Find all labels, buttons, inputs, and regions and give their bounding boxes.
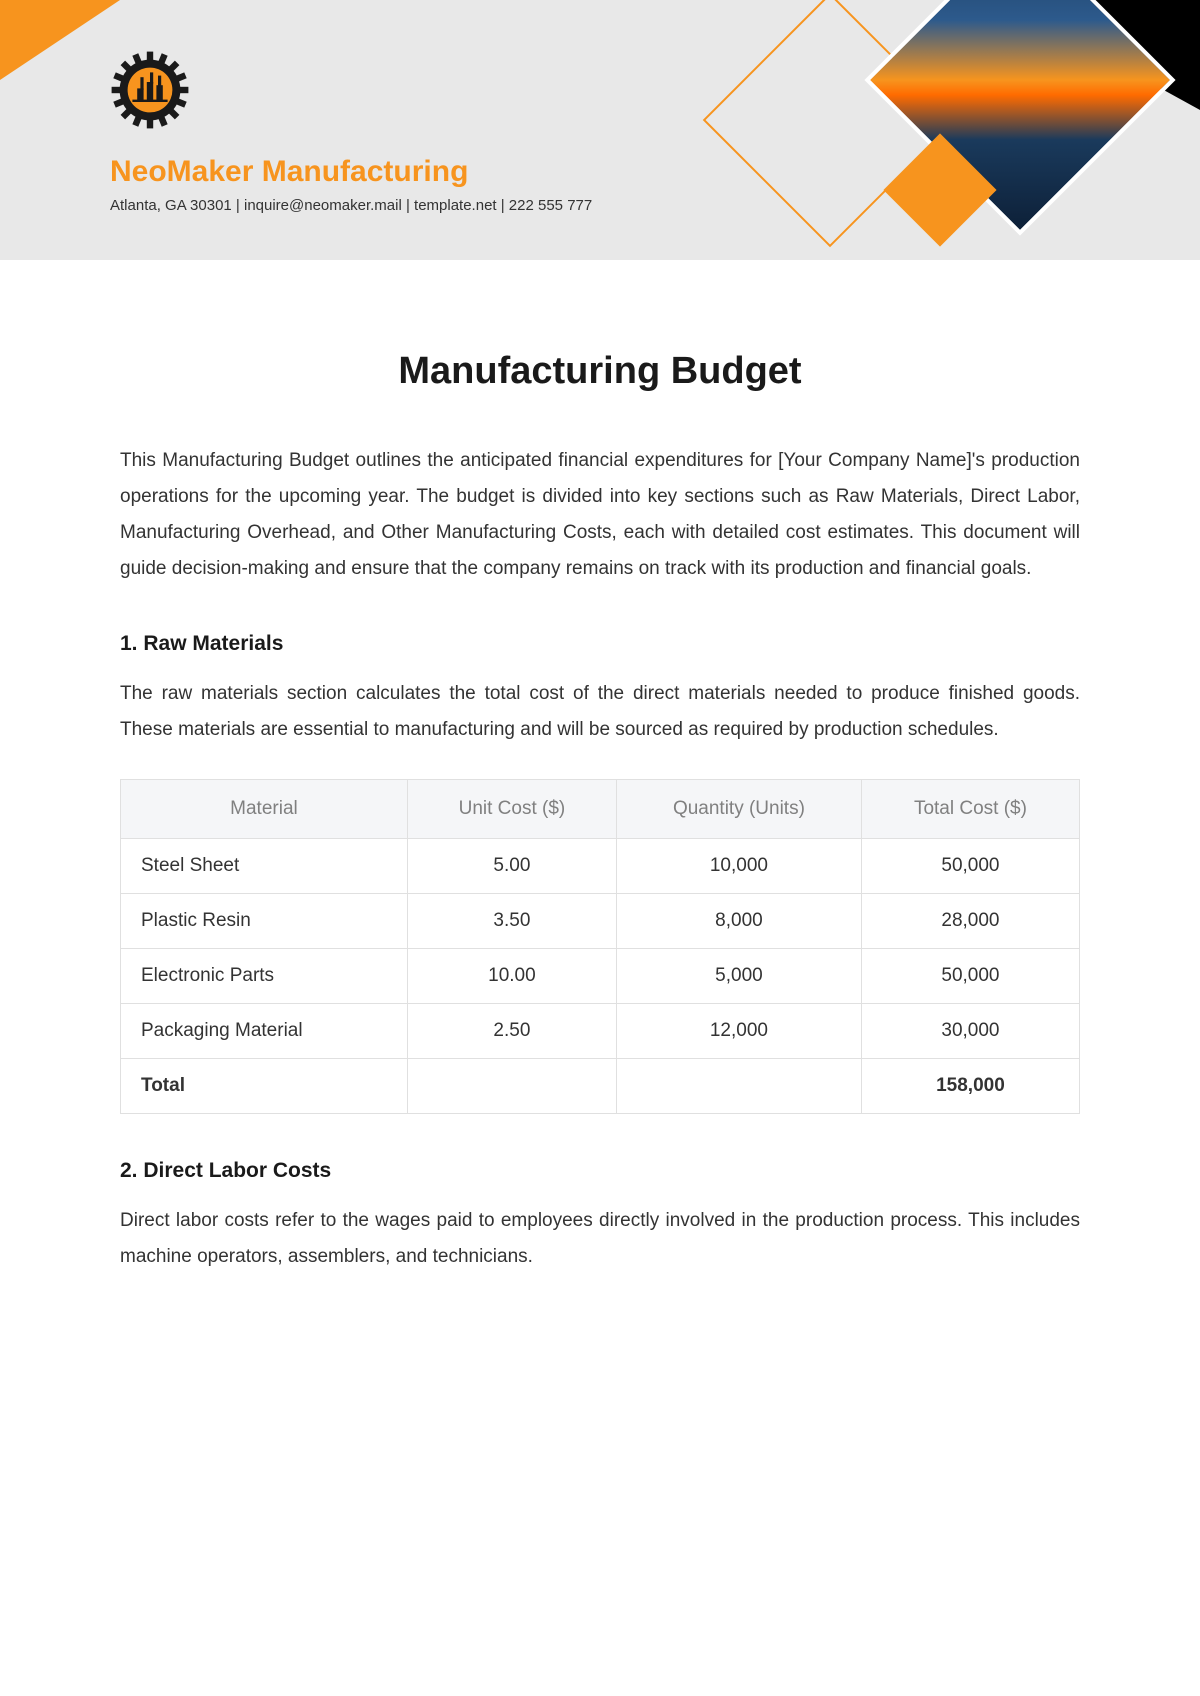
table-cell: 10,000 (616, 838, 861, 893)
table-header-cell: Material (121, 779, 408, 838)
table-header-cell: Unit Cost ($) (407, 779, 616, 838)
table-cell: 30,000 (861, 1003, 1079, 1058)
table-header-row: Material Unit Cost ($) Quantity (Units) … (121, 779, 1080, 838)
page-title: Manufacturing Budget (120, 350, 1080, 393)
table-cell: 50,000 (861, 838, 1079, 893)
section-text-raw-materials: The raw materials section calculates the… (120, 676, 1080, 748)
decoration-triangle-tl (0, 0, 120, 80)
table-cell: 3.50 (407, 893, 616, 948)
table-cell: 5.00 (407, 838, 616, 893)
company-contact-line: Atlanta, GA 30301 | inquire@neomaker.mai… (110, 197, 592, 214)
table-row: Steel Sheet 5.00 10,000 50,000 (121, 838, 1080, 893)
table-cell: Electronic Parts (121, 948, 408, 1003)
table-cell: Steel Sheet (121, 838, 408, 893)
table-cell: Plastic Resin (121, 893, 408, 948)
section-heading-direct-labor: 2. Direct Labor Costs (120, 1159, 1080, 1183)
raw-materials-table: Material Unit Cost ($) Quantity (Units) … (120, 779, 1080, 1114)
company-name: NeoMaker Manufacturing (110, 155, 592, 189)
table-cell-empty (407, 1058, 616, 1113)
table-row: Electronic Parts 10.00 5,000 50,000 (121, 948, 1080, 1003)
table-cell: 8,000 (616, 893, 861, 948)
table-total-row: Total 158,000 (121, 1058, 1080, 1113)
document-header: NeoMaker Manufacturing Atlanta, GA 30301… (0, 0, 1200, 260)
table-header-cell: Quantity (Units) (616, 779, 861, 838)
section-heading-raw-materials: 1. Raw Materials (120, 632, 1080, 656)
table-row: Packaging Material 2.50 12,000 30,000 (121, 1003, 1080, 1058)
table-cell: Packaging Material (121, 1003, 408, 1058)
table-total-value: 158,000 (861, 1058, 1079, 1113)
intro-paragraph: This Manufacturing Budget outlines the a… (120, 443, 1080, 587)
table-header-cell: Total Cost ($) (861, 779, 1079, 838)
document-content: Manufacturing Budget This Manufacturing … (0, 260, 1200, 1365)
company-logo-icon (110, 50, 190, 135)
table-row: Plastic Resin 3.50 8,000 28,000 (121, 893, 1080, 948)
table-cell: 2.50 (407, 1003, 616, 1058)
table-total-label: Total (121, 1058, 408, 1113)
table-cell: 28,000 (861, 893, 1079, 948)
section-text-direct-labor: Direct labor costs refer to the wages pa… (120, 1203, 1080, 1275)
table-cell: 5,000 (616, 948, 861, 1003)
table-cell: 12,000 (616, 1003, 861, 1058)
table-cell: 10.00 (407, 948, 616, 1003)
table-cell-empty (616, 1058, 861, 1113)
company-info-block: NeoMaker Manufacturing Atlanta, GA 30301… (110, 155, 592, 214)
table-cell: 50,000 (861, 948, 1079, 1003)
